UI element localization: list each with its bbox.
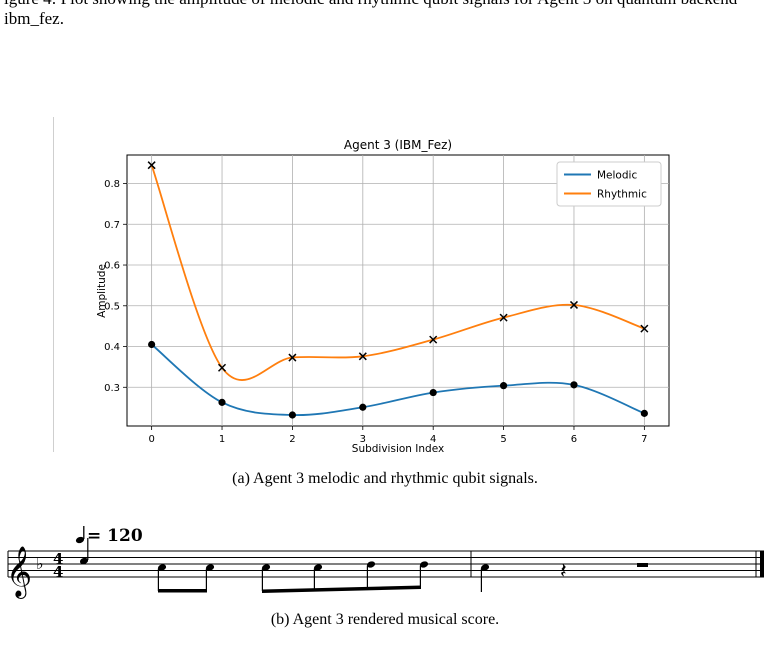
y-tick-label: 0.8 <box>104 179 120 190</box>
caption-line-1: igure 4: Plot showing the amplitude of m… <box>4 0 737 9</box>
x-tick-label: 1 <box>219 434 225 445</box>
series-line-rhythmic <box>150 164 645 381</box>
data-point-melodic <box>288 411 297 419</box>
x-marker-stroke <box>358 352 367 361</box>
legend-label-rhythmic: Rhythmic <box>597 189 647 201</box>
x-tick-label: 7 <box>641 434 647 445</box>
note-eighth-group-1 <box>261 561 429 593</box>
x-tick-label: 5 <box>500 434 506 445</box>
quarter-rest-icon: 𝄽 <box>560 559 567 584</box>
time-signature-bottom: 4 <box>53 563 63 581</box>
tempo-value: = 120 <box>87 526 143 546</box>
data-point-rhythmic <box>147 161 156 170</box>
staff-lines <box>8 550 764 578</box>
y-tick-label: 0.6 <box>104 261 120 272</box>
data-point-rhythmic <box>429 335 438 344</box>
x-marker-stroke <box>217 363 227 372</box>
data-point-melodic <box>359 403 367 411</box>
data-point-rhythmic <box>358 352 367 361</box>
y-tick-label: 0.5 <box>104 301 120 312</box>
musical-score: 𝄞 ♭ 4 4 <box>6 538 764 599</box>
y-axis-label: Amplitude <box>96 264 108 318</box>
axis-ticks: 0 1 2 3 4 5 6 7 0.3 0.4 0.5 0.6 0.7 0.8 <box>104 179 647 445</box>
x-marker-stroke <box>499 313 508 322</box>
note-quarter-e <box>79 538 89 565</box>
plot-frame <box>126 154 670 427</box>
data-point-melodic <box>640 409 648 417</box>
treble-clef-icon: 𝄞 <box>6 546 32 599</box>
chart-title: Agent 3 (IBM_Fez) <box>344 138 452 152</box>
x-marker-stroke <box>288 353 297 362</box>
series-line-melodic <box>151 343 645 416</box>
final-bar-thick <box>760 551 764 577</box>
x-marker-stroke <box>640 324 649 333</box>
half-rest-icon <box>637 563 648 567</box>
x-tick-label: 3 <box>360 434 366 445</box>
x-marker-stroke <box>147 161 156 170</box>
data-point-melodic <box>570 381 578 389</box>
x-axis-label: Subdivision Index <box>352 443 444 455</box>
data-point-melodic <box>499 382 508 390</box>
data-point-melodic <box>429 388 437 397</box>
tempo-marking: = 120 <box>75 526 143 546</box>
series-lines <box>147 161 649 419</box>
data-point-rhythmic <box>499 313 508 322</box>
data-point-rhythmic <box>288 353 297 362</box>
subfigure-caption-b: (b) Agent 3 rendered musical score. <box>270 611 500 628</box>
x-marker-stroke <box>569 300 579 309</box>
y-tick-label: 0.4 <box>104 342 120 353</box>
line-chart: 0 1 2 3 4 5 6 7 0.3 0.4 0.5 0.6 0.7 0.8 Agent 3 (IBM_… <box>96 138 670 455</box>
data-point-rhythmic <box>640 324 649 333</box>
x-tick-label: 6 <box>571 434 577 445</box>
data-point-rhythmic <box>217 363 227 372</box>
quarter-note-icon <box>75 526 85 544</box>
y-tick-label: 0.7 <box>104 220 120 231</box>
x-tick-label: 0 <box>148 434 154 445</box>
note-eighth-pair-1 <box>157 564 215 593</box>
data-point-melodic <box>148 340 156 349</box>
legend-box <box>556 161 662 207</box>
chart-legend: Melodic Rhythmic <box>556 161 662 207</box>
legend-label-melodic: Melodic <box>597 170 637 182</box>
x-tick-label: 4 <box>430 434 436 445</box>
subfigure-caption-a: (a) Agent 3 melodic and rhythmic qubit s… <box>232 470 538 487</box>
y-tick-label: 0.3 <box>104 383 120 394</box>
time-signature-top: 4 <box>53 550 63 568</box>
panel-divider <box>53 117 54 452</box>
data-point-rhythmic <box>569 300 579 309</box>
caption-line-2: ibm_fez. <box>4 9 64 28</box>
note-quarter-c <box>480 564 490 592</box>
x-tick-label: 2 <box>289 434 295 445</box>
data-point-melodic <box>218 398 226 406</box>
x-marker-stroke <box>429 335 438 344</box>
flat-key-signature-icon: ♭ <box>36 554 44 573</box>
